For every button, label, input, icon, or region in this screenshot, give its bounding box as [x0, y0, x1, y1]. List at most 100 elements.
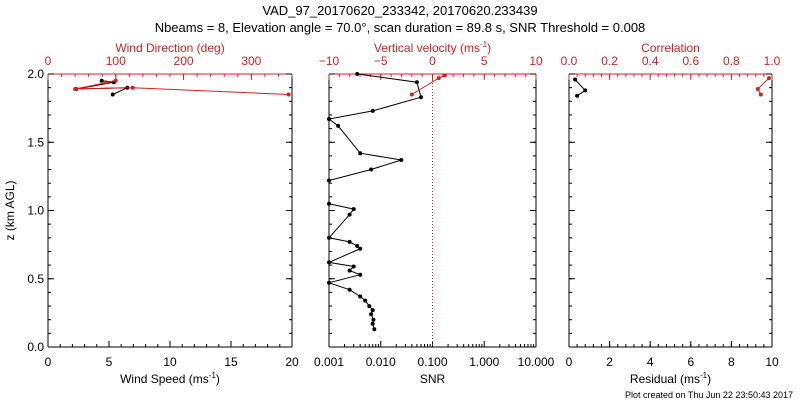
x-axis-label: Residual (ms-1) — [630, 371, 711, 386]
x-tick-label: 15 — [224, 355, 238, 369]
data-point — [414, 80, 419, 85]
data-point — [113, 78, 118, 83]
top-tick-label: 200 — [174, 54, 194, 68]
x-tick-label: 10 — [765, 355, 779, 369]
top-tick-label: 1.0 — [764, 54, 781, 68]
footer-timestamp: Plot created on Thu Jun 22 23:50:43 2017 — [625, 390, 793, 400]
data-point — [370, 321, 375, 326]
x-tick-label: 1.000 — [469, 355, 499, 369]
top-axis-label: Vertical velocity (ms-1) — [374, 40, 491, 55]
top-axis-label-text: Vertical velocity (ms — [374, 41, 480, 55]
top-axis-label: Correlation — [641, 41, 700, 55]
series-line-snr — [327, 73, 422, 330]
y-tick-label: 2.0 — [27, 67, 44, 81]
top-tick-label: 0.6 — [682, 54, 699, 68]
data-point — [327, 201, 331, 206]
y-tick-label: 0.5 — [27, 272, 44, 286]
x-tick-label: 4 — [647, 355, 654, 369]
data-point — [327, 280, 331, 285]
data-point — [358, 272, 363, 277]
x-tick-label: 0.010 — [366, 355, 396, 369]
data-point — [442, 73, 447, 78]
top-tick-label: 300 — [241, 54, 261, 68]
top-tick-label: −10 — [319, 54, 340, 68]
data-point — [355, 244, 360, 248]
data-point — [369, 167, 374, 172]
series-line-residual — [574, 79, 586, 97]
data-point — [358, 246, 363, 251]
data-point — [336, 123, 341, 128]
y-tick-label: 0.0 — [27, 340, 44, 354]
x-tick-label: 8 — [728, 355, 735, 369]
data-point — [347, 287, 352, 292]
data-point — [327, 235, 331, 240]
x-axis-label-text: Residual (ms — [630, 372, 700, 386]
top-tick-label: 0.2 — [601, 54, 618, 68]
data-point — [355, 72, 360, 76]
y-axis-label: z (km AGL) — [3, 180, 17, 240]
x-tick-label: 0.001 — [314, 355, 344, 369]
data-point — [327, 117, 331, 121]
x-axis-label-text: Wind Speed (ms — [120, 372, 209, 386]
x-tick-label: 20 — [285, 355, 299, 369]
residual-panel: 0 2 4 6 8 10 0.0 0.2 0.4 0.6 0.8 1.0 Residual (ms-1)… — [561, 41, 781, 386]
data-point — [358, 294, 363, 299]
chart-title-line2: Nbeams = 8, Elevation angle = 70.0°, sca… — [155, 20, 646, 35]
top-tick-label: 0.4 — [642, 54, 659, 68]
data-point — [419, 95, 423, 100]
top-tick-label: 5 — [481, 54, 488, 68]
top-axis-label-sup: -1 — [480, 40, 488, 49]
data-point — [327, 260, 331, 265]
top-tick-label: 0.0 — [561, 54, 578, 68]
data-point — [371, 317, 376, 322]
data-point — [286, 92, 291, 97]
data-point — [73, 87, 78, 91]
data-point — [755, 87, 760, 91]
top-tick-label: 100 — [106, 54, 126, 68]
data-point — [367, 304, 372, 309]
data-point — [347, 212, 352, 217]
data-point — [351, 264, 356, 269]
data-point — [347, 268, 352, 273]
data-point — [399, 158, 404, 162]
data-point — [99, 78, 104, 83]
x-axis-label-sup: -1 — [209, 371, 217, 380]
data-point — [103, 80, 108, 85]
data-point — [110, 92, 115, 97]
x-tick-label: 0 — [45, 355, 52, 369]
top-tick-label: −5 — [374, 54, 388, 68]
data-point — [370, 108, 375, 113]
data-point — [327, 178, 331, 183]
data-point — [573, 77, 578, 82]
x-tick-label: 6 — [687, 355, 694, 369]
x-axis-label-sup: -1 — [700, 371, 708, 380]
y-tick-label: 1.0 — [27, 204, 44, 218]
data-point — [436, 76, 441, 81]
data-point — [575, 93, 580, 98]
data-point — [369, 312, 374, 317]
data-point — [758, 92, 763, 97]
top-axis-label: Wind Direction (deg) — [115, 41, 224, 55]
x-tick-label: 0.100 — [417, 355, 447, 369]
top-tick-label: 0 — [429, 54, 436, 68]
x-axis-label-end: ) — [216, 372, 220, 386]
data-point — [409, 92, 414, 97]
x-axis-label-end: ) — [707, 372, 711, 386]
x-tick-label: 5 — [106, 355, 113, 369]
x-axis-label: SNR — [420, 372, 446, 386]
top-tick-label: 0.8 — [723, 54, 740, 68]
chart-title-line1: VAD_97_20170620_233342, 20170620.233439 — [262, 3, 537, 18]
data-point — [767, 76, 771, 81]
top-axis-label-end: ) — [487, 41, 491, 55]
y-tick-label: 1.5 — [27, 135, 44, 149]
top-tick-label: 10 — [529, 54, 543, 68]
x-tick-label: 0 — [566, 355, 573, 369]
data-point — [372, 327, 377, 332]
top-tick-label: 0 — [45, 54, 52, 68]
x-tick-label: 10.000 — [518, 355, 555, 369]
data-point — [358, 151, 363, 156]
data-point — [347, 239, 352, 244]
